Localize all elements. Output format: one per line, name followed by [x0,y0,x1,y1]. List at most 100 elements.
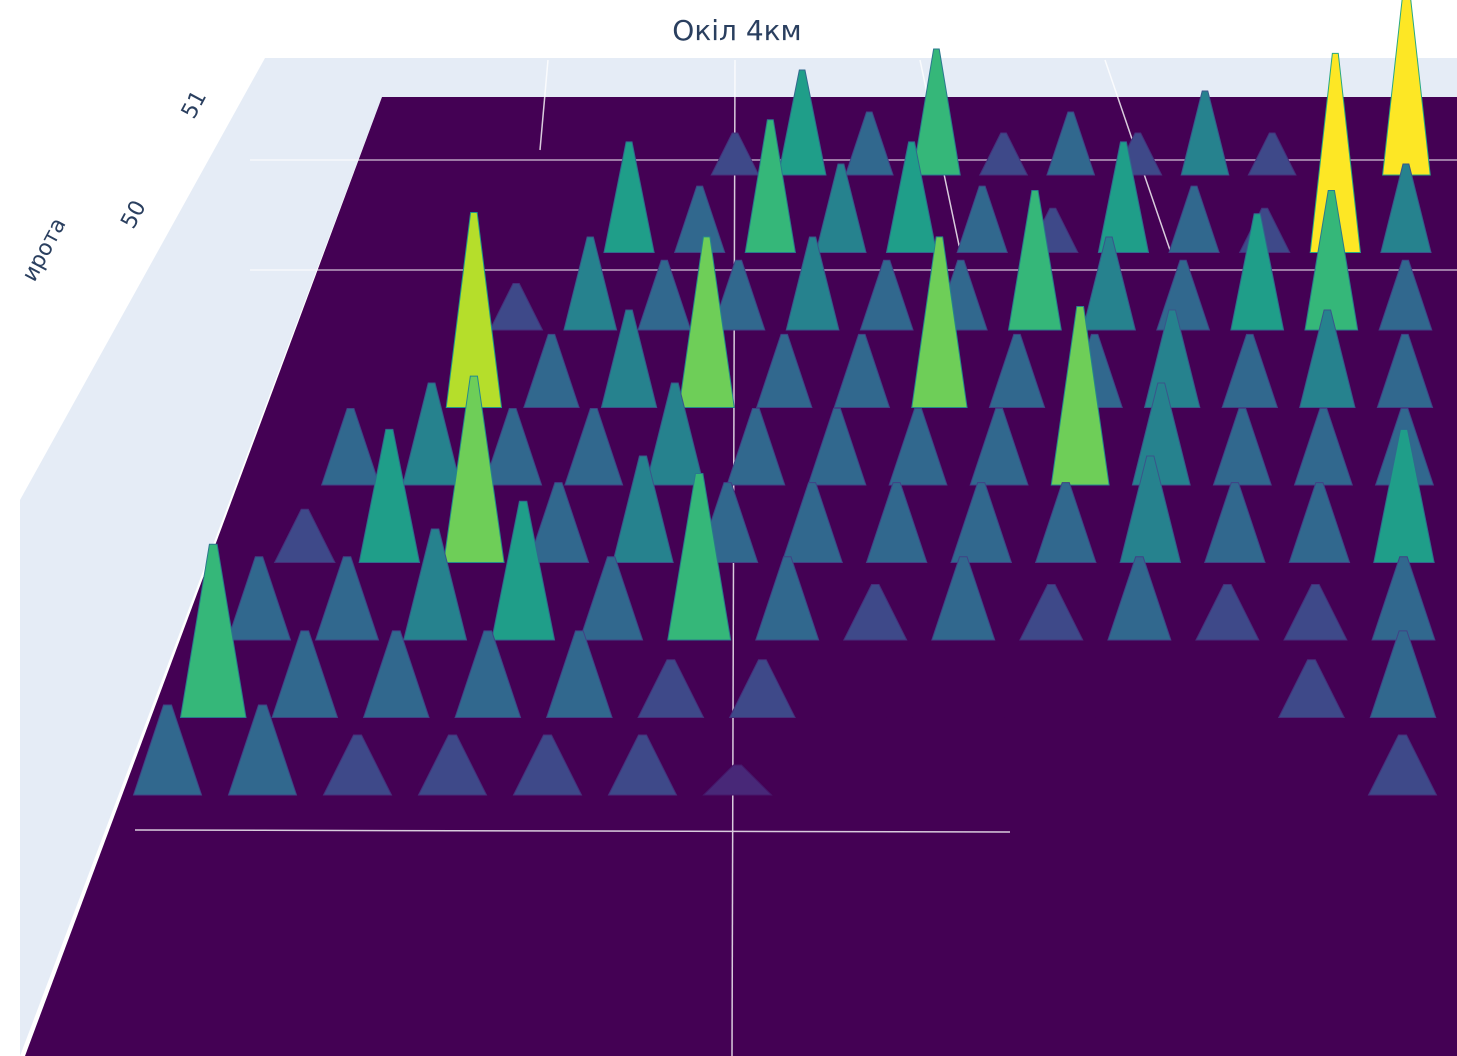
surface-spike [358,428,421,563]
surface-spike [320,408,381,486]
surface-spike [1180,90,1230,176]
surface-spike [1376,333,1434,408]
surface-spike [777,69,827,176]
surface-spike [445,212,503,408]
surface-spike [888,408,948,486]
surface-spike [1380,163,1432,253]
surface-spike [833,333,891,408]
surface-spike [1195,584,1260,641]
chart-title: Окіл 4км [672,14,801,47]
surface-spike [744,119,796,253]
surface-spike [912,48,961,176]
surface-spike [226,556,292,641]
surface-spike [402,528,468,641]
surface-spike [667,473,732,641]
surface-spike [483,408,543,486]
surface-spike [600,309,658,408]
surface-spike [755,333,813,408]
surface-spike [271,630,339,718]
surface-spike [865,482,928,563]
surface-spike [1369,630,1437,718]
surface-spike [785,236,840,331]
surface-spike [645,382,705,486]
surface-spike [1203,482,1266,563]
surface-spike [563,236,618,331]
surface-spike [579,556,644,641]
surface-spike [1373,428,1435,563]
surface-spike [988,333,1046,408]
surface-spike [1221,333,1279,408]
surface-spike [612,455,674,563]
y-tick-label: 51 [177,87,212,123]
surface-spike [564,408,624,486]
surface-spike [710,132,760,176]
surface-spike [1247,132,1297,176]
surface-spike [489,283,544,331]
surface-spike [950,482,1013,563]
surface-spike [702,764,773,796]
surface-spike [1019,584,1084,641]
surface-spike [1299,309,1356,408]
surface-spike [527,482,590,563]
surface-spike [454,630,522,718]
surface-spike [512,734,583,796]
surface-spike [1283,584,1348,641]
surface-spike [402,382,462,486]
surface-spike [637,259,692,331]
surface-spike [885,141,938,253]
surface-spike [931,556,996,641]
surface-spike [1230,213,1285,331]
surface-spike [711,259,766,331]
surface-spike [859,259,914,331]
surface-spike [1367,734,1438,796]
surface-spike [1082,236,1137,331]
surface-spike [1371,556,1436,641]
surface [132,0,1438,796]
surface-spike [807,408,867,486]
surface-spike [417,734,488,796]
y-axis-label: ирота [18,214,72,286]
surface-spike [227,704,298,796]
surface-spike [978,132,1029,176]
surface-spike [314,556,380,641]
surface-spike [637,659,705,718]
surface-spike [678,236,735,408]
surface-spike [1382,0,1431,176]
surface-spike [1007,190,1062,331]
surface-spike [1288,482,1351,563]
surface-spike [1107,556,1172,641]
surface-spike [523,333,580,408]
surface-spike [443,375,505,563]
surface-spike [1277,659,1346,718]
surface-spike [273,508,336,563]
surface-spike [728,659,796,718]
surface-spike [726,408,786,486]
surface-spike [132,704,203,796]
surface-spike [1046,111,1096,176]
surface-spike [362,630,430,718]
surface-spike [491,500,556,641]
surface-spike [607,734,678,796]
y-tick-label: 50 [116,197,151,233]
surface-spike [1097,141,1150,253]
surface-spike [815,163,867,253]
surface-spike [1293,408,1353,486]
surface-spike [1034,482,1097,563]
surface-spike [844,111,894,176]
surface-spike [911,236,968,408]
surface-spike [1050,306,1110,486]
surface-spike [1119,455,1182,563]
surface-spike [1378,259,1433,331]
surface-spike [322,734,393,796]
surface-spike [843,584,908,641]
surface-spike [1304,190,1359,331]
surface-spike [781,482,843,563]
surface-spike [969,408,1029,486]
surface-spike [1212,408,1272,486]
surface-spike [755,556,820,641]
surface-spike [179,543,247,718]
surface-spike [545,630,613,718]
surface-spike [1168,185,1220,253]
surface-spike [603,141,655,253]
